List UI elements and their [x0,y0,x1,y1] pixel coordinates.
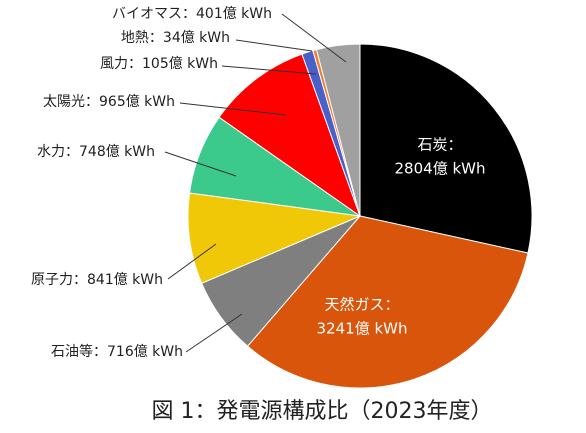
category-name: 太陽光： [43,94,99,110]
leader-line [281,13,347,63]
slice-label: 原子力：841億 kWh [31,272,163,288]
category-name: バイオマス： [112,6,196,22]
leader-line [221,65,317,75]
pie-slice [187,192,362,284]
value-label: 401億 kWh [196,6,272,22]
slice-label: 水力：748億 kWh [37,144,155,160]
pie-slice [315,43,361,217]
slice-value-label: 3241億 kWh [317,320,408,338]
slice-label: バイオマス：401億 kWh [112,6,272,22]
leader-line [179,102,287,116]
leader-line [167,243,217,280]
slice-label: 地熱：34億 kWh [121,30,230,46]
leader-line [164,151,237,177]
pie-slice [246,215,529,389]
value-label: 34億 kWh [163,30,230,46]
category-name: 水力： [37,144,79,160]
value-label: 748億 kWh [79,144,155,160]
category-name: 石油等： [51,343,107,360]
slice-label: 天然ガス： [324,296,399,314]
slice-label: 石油等：716億 kWh [51,343,183,360]
slice-label: 風力：105億 kWh [100,56,218,72]
pie-slice [359,43,533,254]
leader-line [235,39,313,52]
pie-slice [218,53,362,218]
value-label: 965億 kWh [99,94,175,110]
category-name: 原子力： [31,272,87,288]
value-label: 105億 kWh [142,56,218,72]
slice-label: 石炭： [417,136,462,154]
value-label: 716億 kWh [107,344,183,360]
slice-label: 太陽光：965億 kWh [43,94,175,110]
value-label: 841億 kWh [87,272,163,288]
category-name: 地熱： [121,30,163,46]
leader-line [185,313,243,353]
chart-title: 図 1：発電源構成比（2023年度） [152,399,493,424]
slice-value-label: 2804億 kWh [395,160,486,178]
category-name: 風力： [100,56,142,72]
